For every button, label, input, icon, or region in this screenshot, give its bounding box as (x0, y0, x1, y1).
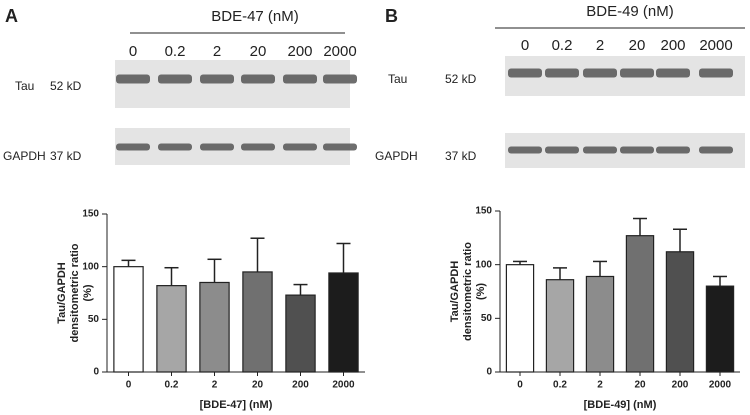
blot-band (241, 74, 275, 84)
blot-row-label: GAPDH (375, 149, 418, 163)
blot-band (656, 146, 690, 154)
blot-band (116, 74, 150, 84)
blot-band (583, 146, 617, 154)
blot-membrane (115, 60, 350, 108)
blot-band (323, 143, 357, 151)
x-tick-label: 2000 (332, 380, 355, 391)
y-axis-label: Tau/GAPDH (56, 262, 68, 324)
blot-band (116, 143, 150, 151)
blot-row-label: Tau (388, 72, 407, 86)
blot-band (508, 68, 542, 78)
panel-label: B (385, 6, 398, 26)
lane-label: 2000 (699, 37, 732, 54)
y-axis-label: (%) (82, 284, 94, 301)
y-tick-label: 100 (475, 259, 492, 270)
blot-size-label: 37 kD (445, 149, 477, 163)
blot-title: BDE-49 (nM) (586, 3, 674, 20)
bar (113, 266, 144, 373)
bar (625, 235, 655, 373)
y-tick-label: 50 (88, 314, 100, 325)
blot-size-label: 37 kD (50, 149, 82, 163)
lane-label: 200 (287, 43, 312, 60)
x-tick-label: 2 (597, 380, 603, 391)
blot-band (656, 68, 690, 78)
blot-band (200, 143, 234, 151)
bar (328, 272, 359, 373)
y-axis-label: Tau/GAPDH (449, 261, 461, 323)
lane-label: 0.2 (552, 37, 573, 54)
x-axis-label: [BDE-49] (nM) (584, 399, 657, 411)
x-tick-label: 0.2 (165, 380, 179, 391)
panel-label: A (5, 6, 18, 26)
bar (285, 294, 316, 373)
bar (505, 264, 535, 373)
lane-label: 0 (521, 37, 529, 54)
x-tick-label: 20 (634, 380, 646, 391)
x-tick-label: 0.2 (553, 380, 567, 391)
y-axis-label: (%) (475, 283, 487, 300)
blot-band (158, 143, 192, 151)
lane-label: 20 (250, 43, 267, 60)
blot-row-label: GAPDH (3, 149, 46, 163)
x-tick-label: 0 (517, 380, 523, 391)
x-tick-label: 200 (672, 380, 689, 391)
blot-band (620, 146, 654, 154)
blot-band (158, 74, 192, 84)
bar (545, 279, 575, 373)
lane-label: 2000 (323, 43, 356, 60)
x-tick-label: 2000 (709, 380, 732, 391)
x-tick-label: 200 (292, 380, 309, 391)
bar (705, 285, 735, 373)
y-axis-label: densitometric ratio (462, 242, 474, 341)
lane-label: 0.2 (165, 43, 186, 60)
lane-label: 0 (129, 43, 137, 60)
blot-band (583, 68, 617, 78)
bar (156, 285, 187, 373)
y-tick-label: 0 (486, 367, 492, 378)
bar (242, 271, 273, 373)
lane-label: 20 (629, 37, 646, 54)
bar (199, 281, 230, 373)
lane-label: 2 (596, 37, 604, 54)
blot-band (241, 143, 275, 151)
blot-band (508, 146, 542, 154)
x-tick-label: 20 (252, 380, 264, 391)
x-axis-label: [BDE-47] (nM) (200, 399, 273, 411)
blot-band (283, 143, 317, 151)
x-tick-label: 2 (212, 380, 218, 391)
blot-band (545, 68, 579, 78)
lane-label: 200 (660, 37, 685, 54)
bar (585, 275, 615, 373)
y-tick-label: 100 (82, 261, 99, 272)
y-axis-label: densitometric ratio (69, 243, 81, 342)
blot-band (545, 146, 579, 154)
y-tick-label: 150 (475, 206, 492, 217)
blot-band (699, 68, 733, 78)
blot-band (699, 146, 733, 154)
blot-size-label: 52 kD (445, 72, 477, 86)
blot-band (620, 68, 654, 78)
y-tick-label: 0 (93, 367, 99, 378)
y-tick-label: 150 (82, 209, 99, 220)
blot-title: BDE-47 (nM) (211, 8, 299, 25)
blot-row-label: Tau (15, 79, 34, 93)
bar (665, 251, 695, 373)
blot-size-label: 52 kD (50, 79, 82, 93)
lane-label: 2 (213, 43, 221, 60)
x-tick-label: 0 (126, 380, 132, 391)
blot-band (283, 74, 317, 84)
blot-band (323, 74, 357, 84)
blot-band (200, 74, 234, 84)
y-tick-label: 50 (481, 313, 493, 324)
